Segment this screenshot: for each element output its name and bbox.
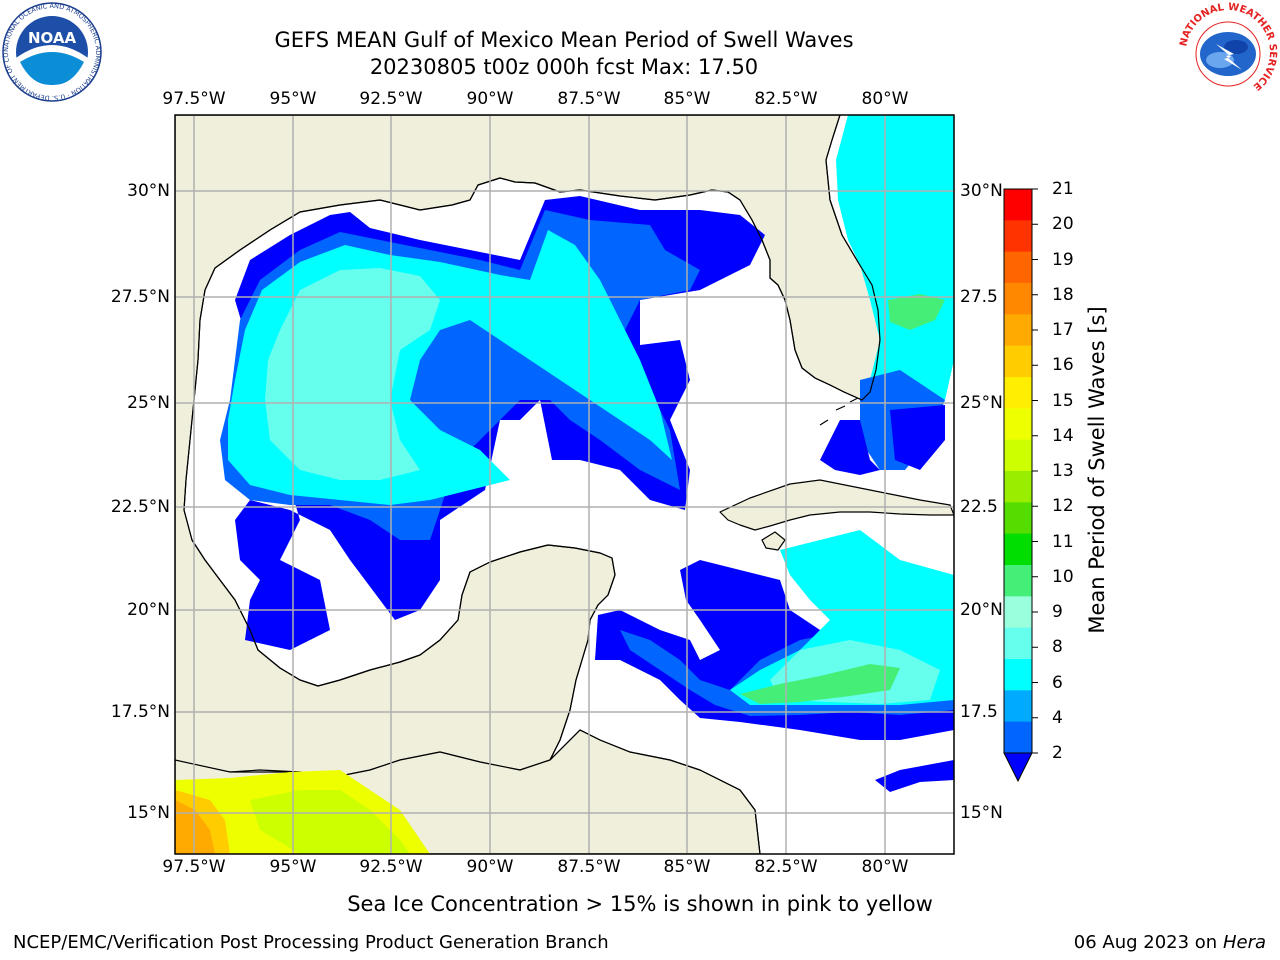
noaa-logo: NATIONAL OCEANIC AND ATMOSPHERIC ADMINIS… (2, 2, 102, 102)
colorbar-tick-label: 6 (1052, 672, 1063, 693)
lat-tick-left: 27.5°N (110, 287, 170, 307)
swell-pacific-lime (250, 790, 410, 854)
lon-tick-top: 80°W (861, 89, 909, 109)
colorbar-swatch (1004, 251, 1032, 284)
footnote-text: Sea Ice Concentration > 15% is shown in … (347, 892, 933, 916)
lon-tick-top: 92.5°W (359, 89, 423, 109)
colorbar-swatch (1004, 314, 1032, 347)
date-line: 06 Aug 2023 on Hera (1074, 932, 1266, 953)
lat-tick-left: 20°N (127, 600, 170, 620)
swell-atlantic-green (888, 294, 945, 330)
lat-tick-right: 25°N (960, 393, 1003, 413)
map-title: GEFS MEAN Gulf of Mexico Mean Period of … (274, 28, 854, 52)
map-subtitle: 20230805 t00z 000h fcst Max: 17.50 (369, 55, 759, 79)
colorbar-swatch (1004, 721, 1032, 754)
lat-tick-left: 17.5°N (110, 702, 170, 722)
swell-carib-dark-south (875, 760, 954, 792)
svg-text:NOAA: NOAA (28, 29, 77, 47)
lat-tick-left: 15°N (127, 803, 170, 823)
colorbar-tick-label: 17 (1052, 320, 1074, 340)
host-name: Hera (1222, 932, 1266, 953)
colorbar-extend-arrow (1003, 752, 1033, 783)
colorbar-swatch (1004, 439, 1032, 472)
colorbar-swatch (1004, 220, 1032, 253)
colorbar-tick-label: 18 (1052, 284, 1074, 305)
colorbar-tick-label: 21 (1052, 179, 1074, 199)
gridlines (175, 115, 954, 854)
nws-logo: NATIONAL WEATHER SERVICE (1178, 2, 1278, 100)
colorbar-swatch (1004, 283, 1032, 315)
map-frame (174, 114, 955, 855)
colorbar-swatch (1004, 627, 1032, 660)
colorbar-swatch (1004, 408, 1032, 441)
lon-tick-bottom: 85°W (663, 857, 711, 877)
coastline (183, 115, 881, 854)
swell-carib-green (740, 664, 900, 704)
colorbar-tick-label: 16 (1052, 355, 1074, 376)
lon-tick-top: 85°W (663, 89, 711, 109)
colorbar-tick-label: 10 (1052, 566, 1074, 587)
colorbar-tick-label: 14 (1052, 425, 1074, 446)
lat-tick-left: 25°N (127, 393, 170, 413)
footnote: Sea Ice Concentration > 15% is shown in … (0, 892, 1280, 916)
colorbar-tick-label: 20 (1052, 214, 1074, 235)
swell-band-8-9s (265, 268, 440, 480)
colorbar-swatch (1004, 690, 1032, 723)
swell-atlantic-dark2 (890, 405, 945, 470)
lon-tick-bottom: 90°W (466, 857, 514, 877)
lon-tick-top: 87.5°W (557, 89, 621, 109)
date-text: 06 Aug 2023 on (1073, 932, 1218, 953)
colorbar-swatch (1004, 345, 1032, 378)
swell-atlantic-cyan (836, 115, 954, 470)
colorbar (1003, 188, 1038, 783)
lon-tick-bottom: 97.5°W (162, 857, 226, 877)
lat-tick-right: 20°N (960, 600, 1003, 620)
colorbar-tick-label: 2 (1052, 743, 1063, 763)
lat-tick-right: 30°N (960, 181, 1003, 201)
lat-tick-left: 30°N (127, 181, 170, 201)
lat-tick-left: 22.5°N (110, 497, 170, 517)
colorbar-tick-label: 13 (1052, 461, 1074, 481)
colorbar-tick-label: 4 (1052, 707, 1063, 728)
swell-atlantic-dark (820, 420, 880, 475)
colorbar-tick-label: 15 (1052, 390, 1074, 411)
colorbar-swatch (1004, 502, 1032, 535)
lon-tick-bottom: 92.5°W (359, 857, 423, 877)
colorbar-tick-label: 19 (1052, 249, 1074, 270)
lat-tick-right: 27.5 (960, 287, 998, 307)
lon-tick-top: 90°W (466, 89, 514, 109)
colorbar-swatch (1004, 659, 1032, 691)
colorbar-swatch (1004, 189, 1032, 221)
colorbar-swatch (1004, 596, 1032, 629)
lon-tick-top: 82.5°W (754, 89, 818, 109)
colorbar-tick-label: 12 (1052, 496, 1074, 517)
colorbar-swatch (1004, 533, 1032, 566)
swell-field (175, 115, 954, 854)
lon-tick-bottom: 82.5°W (754, 857, 818, 877)
lat-tick-right: 17.5 (960, 702, 998, 722)
colorbar-tick-label: 9 (1052, 602, 1063, 622)
colorbar-title: Mean Period of Swell Waves [s] (1085, 306, 1109, 634)
lon-tick-top: 97.5°W (162, 89, 226, 109)
lat-tick-right: 22.5 (960, 497, 998, 517)
lon-tick-bottom: 87.5°W (557, 857, 621, 877)
colorbar-swatch (1004, 377, 1032, 409)
lon-tick-top: 95°W (269, 89, 317, 109)
colorbar-swatch (1004, 565, 1032, 597)
lat-tick-right: 15°N (960, 803, 1003, 823)
credit-line: NCEP/EMC/Verification Post Processing Pr… (13, 932, 609, 953)
lon-tick-bottom: 80°W (861, 857, 909, 877)
colorbar-swatch (1004, 471, 1032, 503)
colorbar-tick-label: 8 (1052, 637, 1063, 658)
lon-tick-bottom: 95°W (269, 857, 317, 877)
colorbar-tick-label: 11 (1052, 531, 1074, 552)
